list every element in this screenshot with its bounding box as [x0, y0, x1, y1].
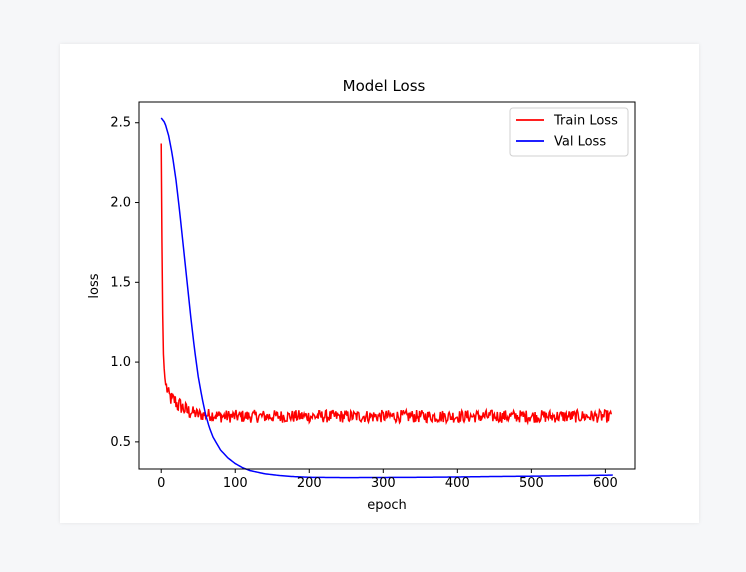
chart-card: Model Loss 0 100 200 300 400 500 600 0.5 1.0 1.5…	[60, 44, 699, 523]
x-axis-label: epoch	[367, 498, 407, 513]
legend-label: Train Loss	[553, 114, 618, 129]
legend-label: Val Loss	[554, 135, 606, 150]
x-tick-label: 600	[593, 476, 618, 491]
y-tick-label: 2.5	[110, 116, 131, 131]
x-tick-label: 400	[445, 476, 470, 491]
axes-frame	[138, 101, 636, 470]
plot-area	[160, 117, 613, 479]
val-loss-line	[160, 117, 613, 479]
chart-title: Model Loss	[343, 77, 426, 95]
legend: Train Loss Val Loss	[509, 107, 629, 157]
loss-chart: Model Loss 0 100 200 300 400 500 600 0.5 1.0 1.5…	[87, 77, 636, 513]
y-tick-label: 1.0	[110, 355, 131, 370]
y-axis-label: loss	[87, 273, 102, 298]
x-tick-label: 0	[157, 476, 165, 491]
y-tick-label: 1.5	[110, 275, 131, 290]
x-tick-label: 200	[297, 476, 322, 491]
y-tick-label: 0.5	[110, 435, 131, 450]
x-tick-label: 100	[223, 476, 248, 491]
train-loss-line	[160, 143, 613, 426]
y-tick-label: 2.0	[110, 196, 131, 211]
y-axis: 0.5 1.0 1.5 2.0 2.5	[110, 116, 139, 450]
x-axis: 0 100 200 300 400 500 600	[157, 469, 618, 491]
x-tick-label: 300	[371, 476, 396, 491]
x-tick-label: 500	[519, 476, 544, 491]
